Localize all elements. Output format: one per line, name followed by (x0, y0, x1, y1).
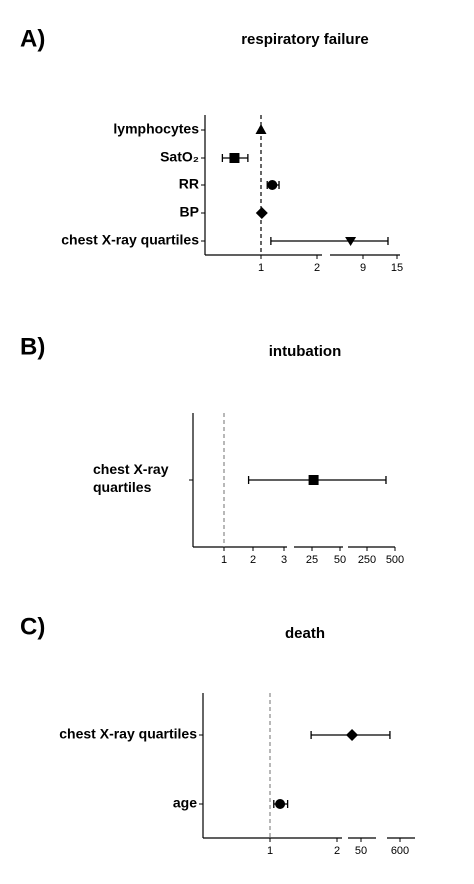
category-label: BP (180, 204, 199, 220)
chart-title: death (285, 625, 325, 642)
panel-label: A) (20, 25, 45, 52)
category-label: chest X-ray quartiles (59, 726, 197, 742)
panel-label: B) (20, 333, 45, 360)
chart-title: intubation (269, 343, 341, 360)
estimate-marker (275, 799, 286, 809)
x-tick-label: 600 (391, 845, 409, 857)
chart-title: respiratory failure (241, 31, 369, 48)
x-tick-label: 1 (258, 262, 264, 274)
estimate-marker (255, 124, 267, 134)
panel-label: C) (20, 613, 45, 640)
x-tick-label: 50 (355, 845, 367, 857)
category-label: SatO₂ (160, 149, 199, 165)
x-tick-label: 2 (314, 262, 320, 274)
category-label: age (173, 795, 197, 811)
category-label: chest X-ray quartiles (61, 232, 199, 248)
x-tick-label: 2 (250, 554, 256, 566)
estimate-marker (255, 207, 268, 219)
estimate-marker (308, 475, 319, 485)
x-tick-label: 3 (281, 554, 287, 566)
x-tick-label: 25 (306, 554, 318, 566)
estimate-marker (267, 180, 278, 190)
x-tick-label: 1 (267, 845, 273, 857)
x-tick-label: 15 (391, 262, 403, 274)
category-label: lymphocytes (113, 121, 199, 137)
x-tick-label: 500 (386, 554, 404, 566)
x-tick-label: 250 (358, 554, 376, 566)
x-tick-label: 50 (334, 554, 346, 566)
estimate-marker (229, 153, 240, 163)
category-box: chest X-ray quartiles (93, 461, 169, 495)
category-label: RR (179, 176, 199, 192)
x-tick-label: 2 (334, 845, 340, 857)
category-label: chest X-ray quartiles (93, 461, 169, 495)
estimate-marker (345, 237, 357, 246)
estimate-marker (346, 729, 359, 741)
x-tick-label: 9 (360, 262, 366, 274)
x-tick-label: 1 (221, 554, 227, 566)
